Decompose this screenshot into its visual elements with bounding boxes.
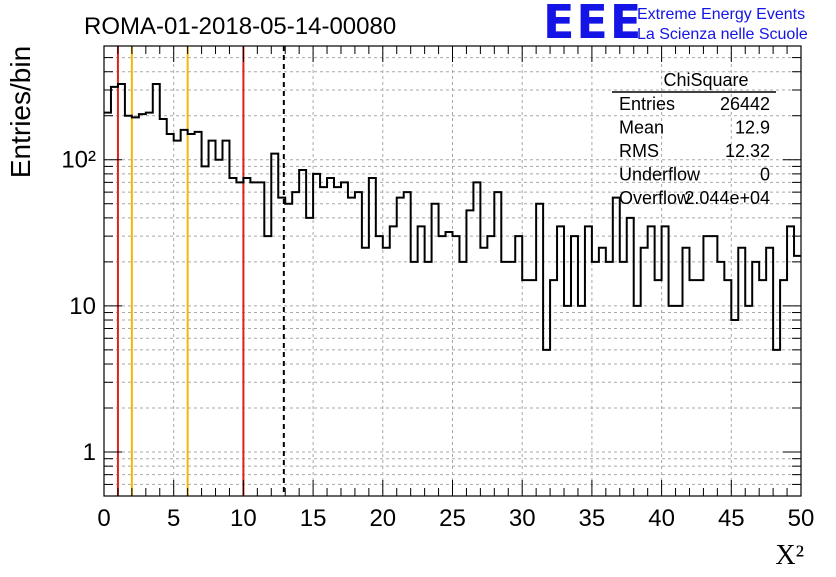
x-tick-label: 5	[167, 505, 180, 532]
x-axis-label: X²	[775, 540, 804, 571]
y-tick-label: 10	[69, 293, 96, 320]
stats-row-label: Overflow	[619, 188, 691, 208]
histogram	[104, 82, 801, 351]
y-axis-label: Entries/bin	[5, 46, 36, 178]
stats-row-label: RMS	[619, 141, 659, 161]
stats-box-title: ChiSquare	[663, 70, 748, 90]
eee-logo-mark: EEE	[543, 0, 643, 49]
x-tick-label: 35	[579, 505, 606, 532]
stats-row-value: 12.9	[735, 118, 770, 138]
axes: 0 5 10 15 20 25 30 35 40 45 50 1 10 10²	[61, 45, 815, 532]
stats-row-value: 2.044e+04	[684, 188, 770, 208]
x-tick-label: 0	[97, 505, 110, 532]
x-tick-label: 45	[718, 505, 745, 532]
stats-row-value: 12.32	[725, 141, 770, 161]
grid	[104, 46, 801, 496]
stats-row-label: Entries	[619, 94, 675, 114]
reference-lines	[116, 46, 285, 496]
stats-row-label: Underflow	[619, 165, 701, 185]
x-tick-label: 10	[230, 505, 257, 532]
x-tick-label: 25	[439, 505, 466, 532]
x-tick-label: 20	[369, 505, 396, 532]
y-tick-label: 1	[83, 439, 96, 466]
chart-title: ROMA-01-2018-05-14-00080	[84, 13, 396, 40]
x-tick-label: 30	[509, 505, 536, 532]
y-tick-label: 10²	[61, 147, 96, 174]
stats-row-label: Mean	[619, 118, 664, 138]
stats-row-value: 26442	[720, 94, 770, 114]
x-tick-label: 15	[300, 505, 327, 532]
stats-row-value: 0	[760, 165, 770, 185]
stats-box: ChiSquare Entries 26442 Mean 12.9 RMS 12.32 Und…	[612, 70, 776, 208]
eee-logo: EEE Extreme Energy Events La Scienza nel…	[543, 0, 808, 49]
x-tick-label: 40	[648, 505, 675, 532]
eee-logo-line1: Extreme Energy Events	[637, 6, 805, 23]
x-tick-label: 50	[788, 505, 815, 532]
histogram-outline	[104, 82, 801, 351]
eee-logo-line2: La Scienza nelle Scuole	[637, 26, 808, 43]
